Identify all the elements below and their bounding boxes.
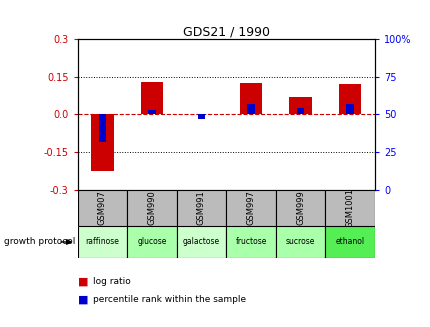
Text: GSM999: GSM999 [295,190,304,225]
Bar [148,110,155,114]
Bar [289,97,311,114]
Bar [240,83,261,114]
Bar [296,109,304,114]
Bar [325,190,374,226]
Text: log ratio: log ratio [92,277,130,286]
Bar [77,190,127,226]
Text: glucose: glucose [137,237,166,247]
Bar [77,226,127,258]
Text: GSM990: GSM990 [147,190,156,225]
Text: GSM1001: GSM1001 [345,188,354,228]
Text: ■: ■ [77,294,88,304]
Text: ethanol: ethanol [335,237,364,247]
Text: fructose: fructose [235,237,266,247]
Bar [338,84,360,114]
Bar [247,104,254,114]
Text: GSM907: GSM907 [98,190,107,225]
Text: raffinose: raffinose [85,237,119,247]
Text: GSM991: GSM991 [197,190,206,225]
Bar [346,104,353,114]
Bar [127,190,176,226]
Bar [176,190,226,226]
Bar [91,114,113,171]
Bar [226,226,275,258]
Title: GDS21 / 1990: GDS21 / 1990 [182,25,269,38]
Text: growth protocol: growth protocol [4,237,76,247]
Text: percentile rank within the sample: percentile rank within the sample [92,295,245,304]
Bar [226,190,275,226]
Bar [325,226,374,258]
Bar [141,82,163,114]
Text: GSM997: GSM997 [246,190,255,225]
Text: galactose: galactose [182,237,220,247]
Bar [176,226,226,258]
Bar [98,114,106,142]
Bar [197,114,205,119]
Text: sucrose: sucrose [285,237,315,247]
Bar [127,226,176,258]
Bar [275,226,325,258]
Text: ■: ■ [77,276,88,286]
Bar [275,190,325,226]
